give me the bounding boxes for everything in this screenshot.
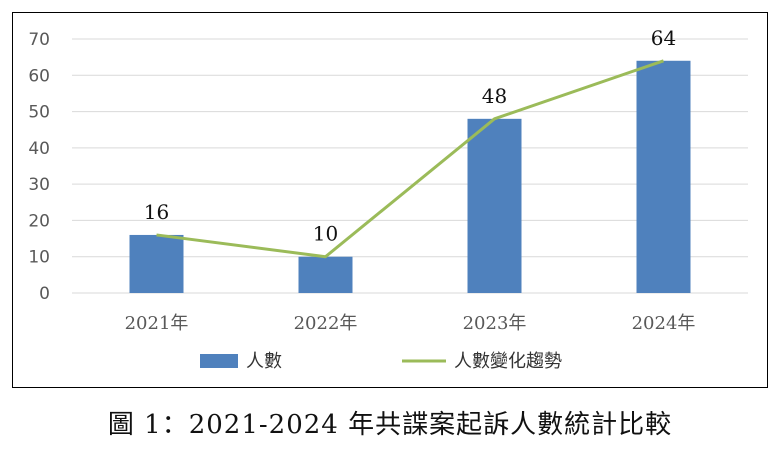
gridlines [72, 38, 748, 294]
y-tick-label: 10 [28, 248, 50, 268]
x-tick-label: 2024年 [632, 313, 696, 334]
data-labels: 16 10 48 64 [144, 26, 676, 246]
y-tick-label: 70 [28, 30, 50, 50]
legend-swatch-bar [200, 354, 238, 368]
bar [636, 60, 691, 294]
figure-caption: 圖 1：2021-2024 年共諜案起訴人數統計比較 [107, 410, 673, 440]
y-tick-label: 40 [28, 139, 50, 159]
legend: 人數 人數變化趨勢 [200, 351, 562, 372]
y-tick-label: 60 [28, 66, 50, 86]
trend-line [156, 59, 664, 259]
y-tick-label: 50 [28, 103, 50, 123]
line-series [156, 59, 664, 259]
data-label: 10 [313, 222, 338, 246]
y-tick-label: 0 [39, 284, 50, 304]
x-tick-label: 2022年 [294, 313, 358, 334]
bar [129, 234, 184, 293]
data-label: 48 [482, 84, 507, 108]
y-tick-label: 30 [28, 175, 50, 195]
legend-label-bar: 人數 [246, 351, 282, 372]
x-axis-categories: 2021年 2022年 2023年 2024年 [125, 313, 696, 334]
y-axis-ticks: 0 10 20 30 40 50 60 70 [28, 30, 50, 304]
bar-series [129, 60, 691, 294]
x-tick-label: 2021年 [125, 313, 189, 334]
data-label: 16 [144, 200, 169, 224]
y-tick-label: 20 [28, 211, 50, 231]
legend-label-line: 人數變化趨勢 [454, 351, 562, 372]
bar [467, 118, 522, 293]
data-label: 64 [651, 26, 676, 50]
bar [298, 256, 353, 293]
x-tick-label: 2023年 [463, 313, 527, 334]
